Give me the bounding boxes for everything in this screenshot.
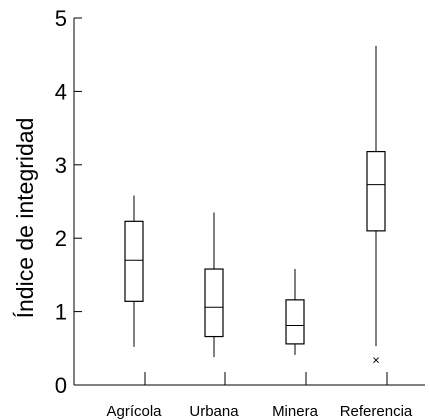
y-axis-label: Índice de integridad [12,118,38,319]
iqr-box [285,299,305,345]
y-tick-label: 1 [55,300,67,325]
boxes: × [124,45,386,367]
y-tick-label: 3 [55,153,67,178]
y-tick-label: 2 [55,226,67,251]
y-tick-label: 4 [55,79,67,104]
axes: 0 1 2 3 4 5 Agrícola Urbana Minera Referencia [55,6,425,420]
outlier-marker: × [372,352,380,367]
x-tick-label: Minera [272,403,319,420]
iqr-box [204,268,224,338]
box-agr-cola [124,195,144,347]
y-tick-label: 5 [55,6,67,31]
x-tick-label: Urbana [189,403,239,420]
box-minera [285,269,305,355]
x-tick-label: Referencia [340,403,413,420]
y-tick-label: 0 [55,373,67,398]
box-referencia: × [366,45,386,367]
box-urbana [204,212,224,358]
iqr-box [366,150,386,232]
iqr-box [124,220,144,302]
x-tick-label: Agrícola [106,403,162,420]
